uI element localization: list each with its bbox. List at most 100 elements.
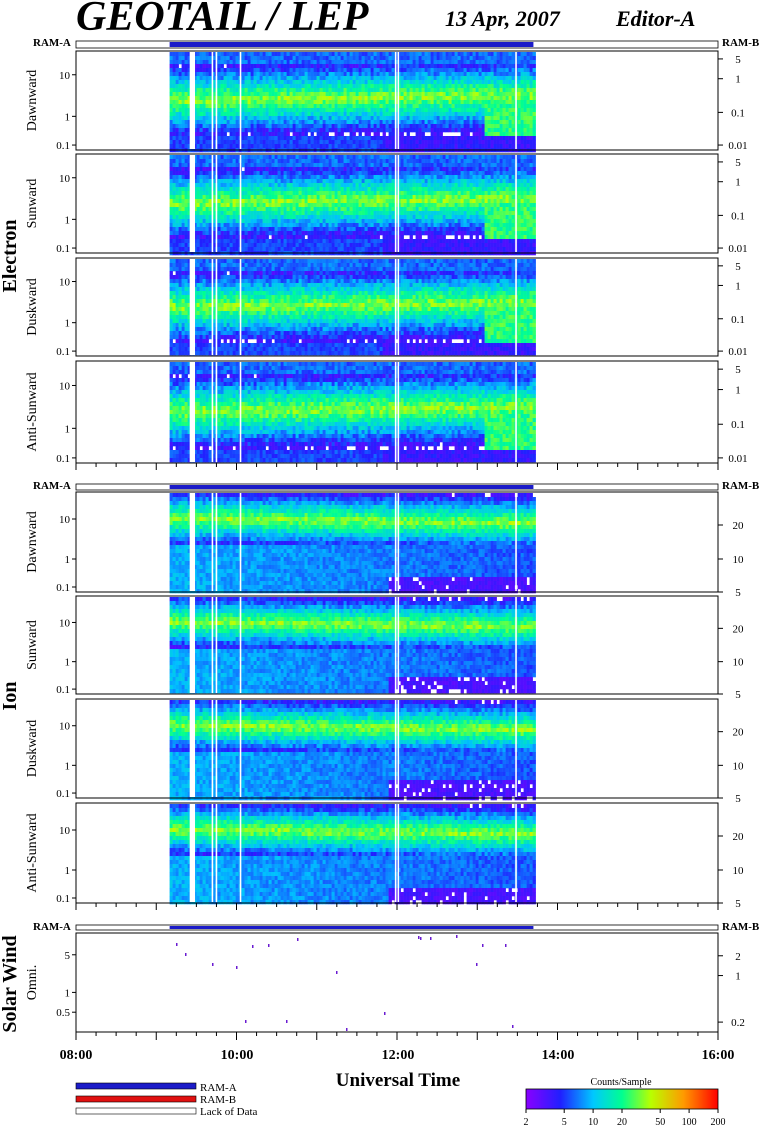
spectrogram-cell [389, 171, 392, 175]
spectrogram-cell [272, 211, 275, 215]
spectrogram-cell [173, 128, 176, 132]
spectrogram-cell [293, 100, 296, 104]
spectrogram-cell [290, 199, 293, 203]
spectrogram-cell [326, 140, 329, 144]
spectrogram-cell [386, 92, 389, 96]
spectrogram-cell [248, 167, 251, 171]
spectrogram-cell [308, 191, 311, 195]
spectrogram-cell [248, 163, 251, 167]
spectrogram-cell [281, 199, 284, 203]
spectrogram-cell [302, 191, 305, 195]
spectrogram-cell [455, 108, 458, 112]
spectrogram-cell [347, 247, 350, 251]
spectrogram-cell [203, 76, 206, 80]
spectrogram-cell [353, 140, 356, 144]
spectrogram-cell [356, 239, 359, 243]
spectrogram-cell [452, 136, 455, 140]
spectrogram-cell [257, 112, 260, 116]
spectrogram-cell [356, 84, 359, 88]
spectrogram-cell [437, 136, 440, 140]
spectrogram-cell [332, 159, 335, 163]
spectrogram-cell [464, 76, 467, 80]
spectrogram-cell [302, 88, 305, 92]
spectrogram-cell [275, 144, 278, 148]
spectrogram-cell [200, 179, 203, 183]
spectrogram-cell [356, 104, 359, 108]
spectrogram-cell [503, 52, 506, 56]
spectrogram-cell [440, 96, 443, 100]
spectrogram-cell [452, 120, 455, 124]
spectrogram-cell [200, 68, 203, 72]
spectrogram-cell [251, 112, 254, 116]
spectrogram-cell [341, 247, 344, 251]
spectrogram-cell [257, 219, 260, 223]
spectrogram-cell [482, 116, 485, 120]
spectrogram-cell [281, 100, 284, 104]
spectrogram-cell [203, 247, 206, 251]
spectrogram-cell [305, 124, 308, 128]
spectrogram-cell [266, 140, 269, 144]
spectrogram-cell [185, 92, 188, 96]
spectrogram-cell [491, 112, 494, 116]
spectrogram-cell [512, 136, 515, 140]
spectrogram-cell [260, 76, 263, 80]
spectrogram-cell [284, 116, 287, 120]
spectrogram-cell [530, 136, 533, 140]
spectrogram-cell [428, 56, 431, 60]
spectrogram-cell [308, 104, 311, 108]
spectrogram-cell [170, 211, 173, 215]
spectrogram-cell [470, 140, 473, 144]
spectrogram-cell [206, 167, 209, 171]
spectrogram-cell [278, 52, 281, 56]
spectrogram-cell [338, 108, 341, 112]
spectrogram-cell [209, 140, 212, 144]
spectrogram-cell [380, 144, 383, 148]
spectrogram-cell [260, 56, 263, 60]
spectrogram-cell [434, 64, 437, 68]
spectrogram-cell [227, 171, 230, 175]
spectrogram-cell [341, 72, 344, 76]
spectrogram-cell [497, 52, 500, 56]
spectrogram-cell [365, 199, 368, 203]
spectrogram-cell [185, 120, 188, 124]
spectrogram-cell [434, 92, 437, 96]
spectrogram-cell [236, 76, 239, 80]
spectrogram-cell [248, 211, 251, 215]
spectrogram-cell [287, 140, 290, 144]
spectrogram-cell [437, 104, 440, 108]
spectrogram-cell [266, 215, 269, 219]
spectrogram-cell [389, 163, 392, 167]
spectrogram-cell [236, 68, 239, 72]
spectrogram-cell [254, 144, 257, 148]
spectrogram-cell [320, 175, 323, 179]
spectrogram-cell [218, 171, 221, 175]
spectrogram-cell [245, 203, 248, 207]
spectrogram-cell [530, 108, 533, 112]
spectrogram-cell [362, 60, 365, 64]
spectrogram-cell [209, 56, 212, 60]
spectrogram-cell [344, 100, 347, 104]
spectrogram-cell [221, 92, 224, 96]
spectrogram-cell [428, 140, 431, 144]
spectrogram-cell [242, 136, 245, 140]
spectrogram-cell [224, 100, 227, 104]
spectrogram-cell [317, 207, 320, 211]
spectrogram-cell [260, 219, 263, 223]
spectrogram-cell [329, 88, 332, 92]
spectrogram-cell [338, 235, 341, 239]
spectrogram-cell [257, 140, 260, 144]
spectrogram-cell [266, 203, 269, 207]
spectrogram-cell [419, 72, 422, 76]
spectrogram-cell [281, 128, 284, 132]
spectrogram-cell [197, 207, 200, 211]
spectrogram-cell [296, 183, 299, 187]
spectrogram-cell [233, 231, 236, 235]
spectrogram-cell [425, 100, 428, 104]
spectrogram-cell [383, 243, 386, 247]
spectrogram-cell [506, 144, 509, 148]
spectrogram-cell [329, 64, 332, 68]
spectrogram-cell [224, 243, 227, 247]
spectrogram-cell [497, 116, 500, 120]
spectrogram-cell [263, 179, 266, 183]
spectrogram-cell [236, 80, 239, 84]
